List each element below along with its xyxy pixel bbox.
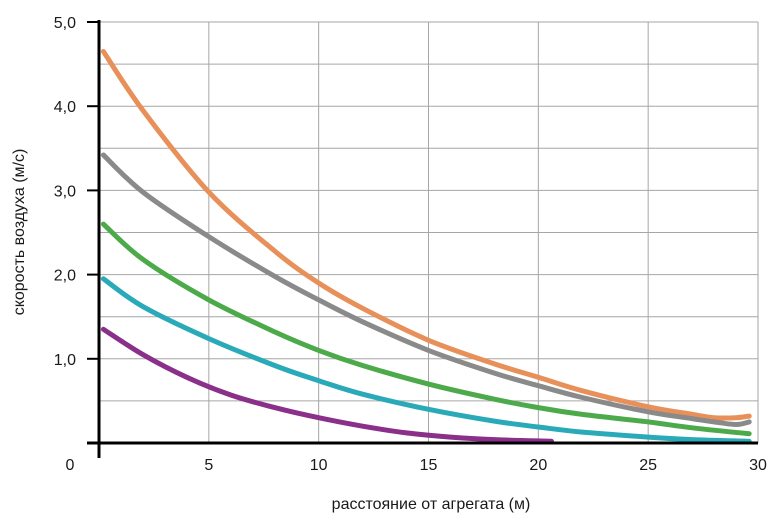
y-tick-label: 3,0 — [54, 183, 76, 200]
x-tick-label: 0 — [66, 457, 75, 474]
y-tick-labels: 1,0 2,0 3,0 4,0 5,0 — [54, 15, 76, 369]
series-line-4 — [100, 276, 752, 444]
y-tick-label: 1,0 — [54, 352, 76, 369]
x-tick-label: 30 — [749, 457, 767, 474]
chart-series-group — [100, 49, 752, 444]
y-tick-label: 4,0 — [54, 99, 76, 116]
x-tick-labels: 0 5 10 15 20 25 30 — [66, 457, 767, 474]
series-line-5 — [100, 326, 554, 444]
x-tick-label: 10 — [310, 457, 328, 474]
chart-axes — [87, 20, 758, 458]
x-tick-label: 20 — [529, 457, 547, 474]
x-tick-label: 5 — [204, 457, 213, 474]
x-tick-label: 25 — [639, 457, 657, 474]
series-line-1 — [100, 49, 752, 421]
x-tick-label: 15 — [420, 457, 438, 474]
x-axis-title: расстояние от агрегата (м) — [332, 496, 531, 513]
series-line-2 — [100, 152, 752, 427]
series-line-3 — [100, 221, 752, 437]
y-tick-label: 2,0 — [54, 268, 76, 285]
y-axis-title: скорость воздуха (м/с) — [11, 149, 28, 316]
y-tick-label: 5,0 — [54, 15, 76, 32]
